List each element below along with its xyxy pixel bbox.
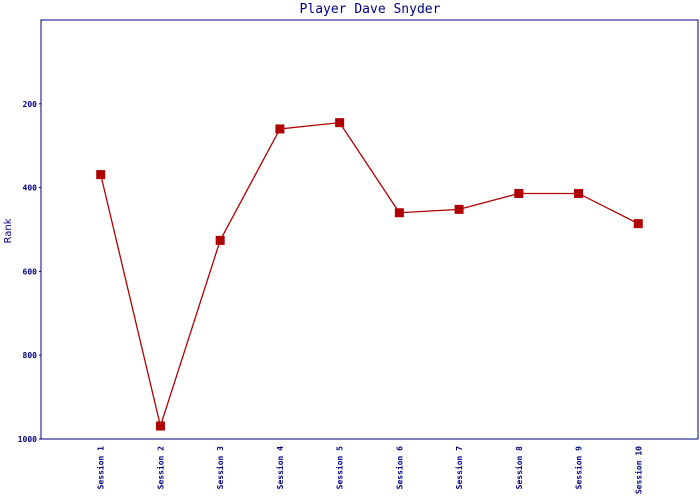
x-tick-label: Session 7 — [454, 446, 464, 490]
marker — [96, 170, 106, 180]
x-tick-label: Session 8 — [514, 446, 524, 490]
y-axis-label: Rank — [3, 218, 14, 243]
marker — [155, 421, 165, 431]
marker — [514, 188, 524, 198]
x-tick-label: Session 6 — [394, 446, 404, 490]
x-tick-label: Session 10 — [633, 446, 643, 494]
marker — [454, 204, 464, 214]
marker — [335, 118, 345, 128]
x-tick-label: Session 2 — [155, 446, 165, 490]
y-tick-label: 800 — [23, 351, 38, 360]
marker — [275, 124, 285, 134]
marker — [574, 188, 584, 198]
y-tick-label: 400 — [23, 184, 38, 193]
y-tick-label: 600 — [23, 267, 38, 276]
x-tick-label: Session 9 — [574, 446, 584, 490]
plot-frame — [40, 19, 699, 440]
marker — [633, 219, 643, 229]
x-tick-label: Session 4 — [275, 446, 285, 490]
marker — [215, 235, 225, 245]
y-tick-label: 1000 — [18, 435, 37, 444]
x-tick-label: Session 5 — [335, 446, 345, 490]
x-tick-label: Session 1 — [96, 446, 106, 490]
line — [100, 121, 639, 429]
chart-title: Player Dave Snyder — [300, 2, 441, 17]
y-tick-label: 200 — [23, 100, 38, 109]
marker — [394, 208, 404, 218]
x-tick-label: Session 3 — [215, 446, 225, 490]
